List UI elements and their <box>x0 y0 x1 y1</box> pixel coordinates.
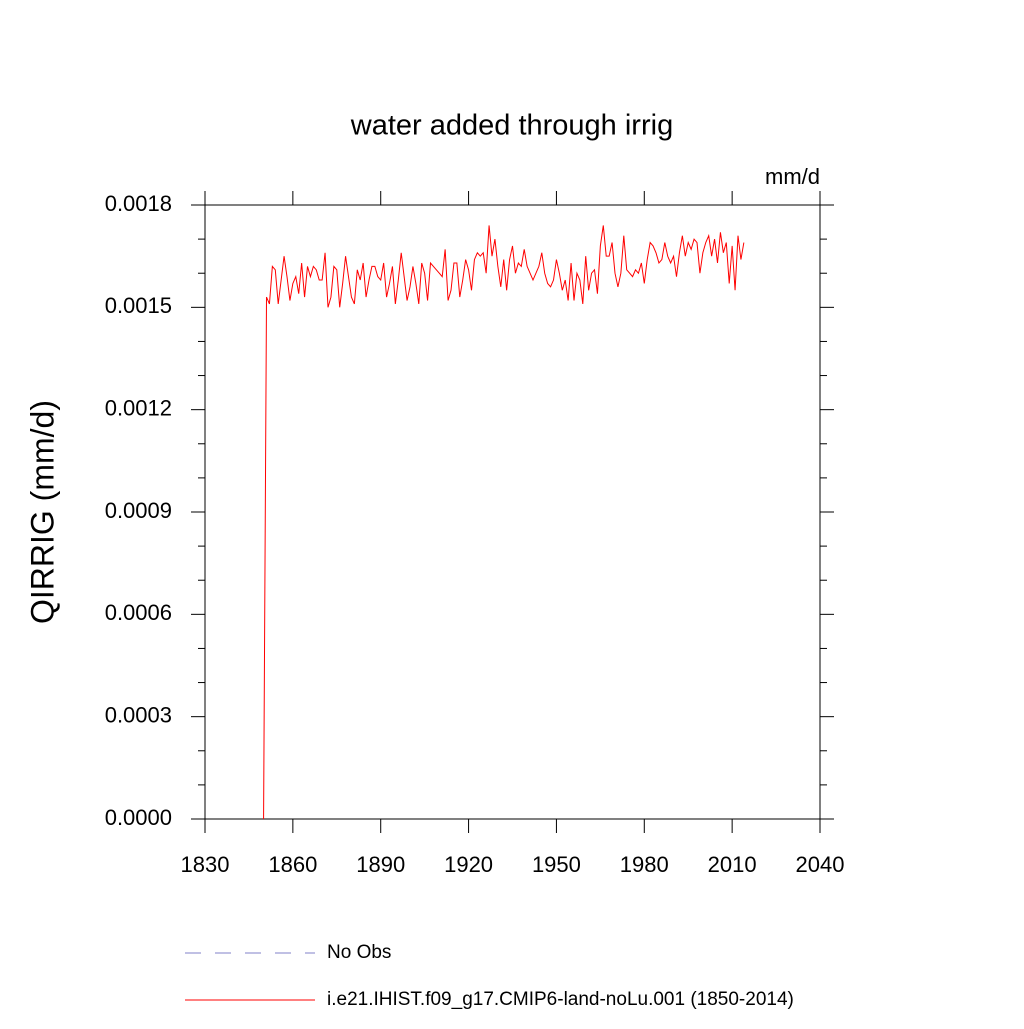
y-tick-label: 0.0006 <box>105 600 172 625</box>
y-tick-label: 0.0015 <box>105 293 172 318</box>
x-tick-label: 1860 <box>268 852 317 877</box>
x-tick-label: 1830 <box>181 852 230 877</box>
y-tick-label: 0.0000 <box>105 805 172 830</box>
x-tick-label: 2040 <box>796 852 845 877</box>
y-axis-label: QIRRIG (mm/d) <box>24 400 60 624</box>
plot-frame <box>204 204 821 820</box>
x-tick-label: 2010 <box>708 852 757 877</box>
chart-title: water added through irrig <box>350 110 673 142</box>
y-tick-label: 0.0012 <box>105 395 172 420</box>
x-tick-label: 1920 <box>444 852 493 877</box>
legend-label: No Obs <box>327 942 391 963</box>
x-tick-label: 1950 <box>532 852 581 877</box>
x-tick-label: 1890 <box>356 852 405 877</box>
y-tick-label: 0.0009 <box>105 498 172 523</box>
y-tick-label: 0.0018 <box>105 191 172 216</box>
y-tick-label: 0.0003 <box>105 702 172 727</box>
units-label: mm/d <box>765 164 820 189</box>
legend-label: i.e21.IHIST.f09_g17.CMIP6-land-noLu.001 … <box>327 989 794 1010</box>
data-line <box>263 225 745 820</box>
x-tick-label: 1980 <box>620 852 669 877</box>
